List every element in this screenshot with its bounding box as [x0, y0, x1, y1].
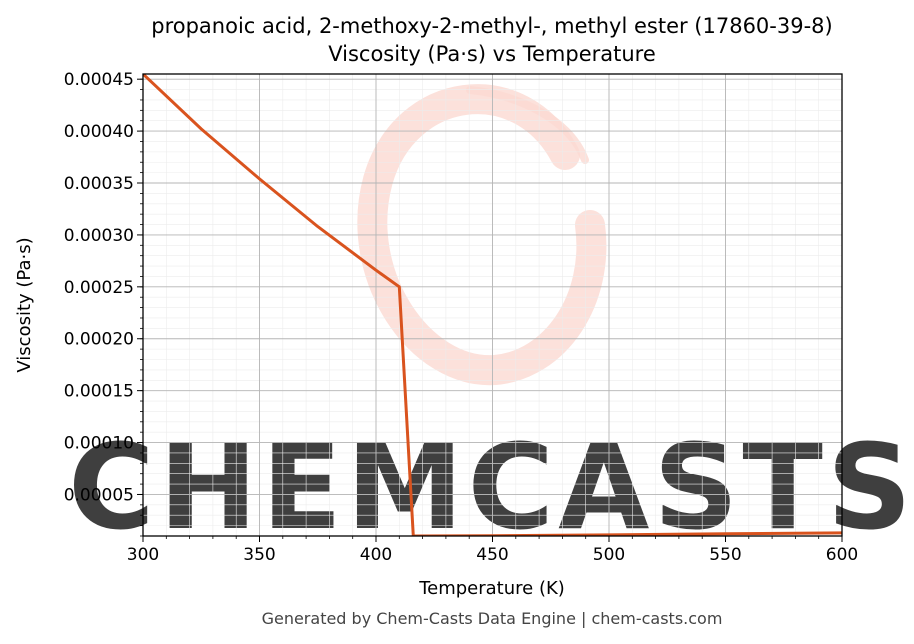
x-tick-label: 450 [476, 545, 508, 565]
watermark-swirl-stroke [466, 86, 589, 164]
x-axis-label: Temperature (K) [418, 578, 565, 599]
watermark-logo: CHEMCASTS [68, 84, 912, 556]
y-axis-ticks: 0.00005 0.00010 0.00015 0.00020 0.00025 0.000… [64, 70, 143, 537]
series-line-viscosity [143, 74, 842, 536]
y-tick-label: 0.00020 [64, 330, 134, 350]
x-tick-label: 350 [243, 545, 275, 565]
x-tick-label: 550 [709, 545, 741, 565]
x-tick-label: 500 [593, 545, 625, 565]
chart-title: propanoic acid, 2-methoxy-2-methyl-, met… [151, 14, 832, 38]
x-tick-label: 300 [127, 545, 159, 565]
y-tick-label: 0.00045 [64, 70, 134, 90]
series-layer [143, 74, 842, 536]
y-tick-label: 0.00010 [64, 434, 134, 454]
y-tick-label: 0.00040 [64, 122, 134, 142]
x-tick-label: 600 [826, 545, 858, 565]
y-tick-label: 0.00025 [64, 278, 134, 298]
y-tick-label: 0.00005 [64, 485, 134, 505]
watermark-swirl-arc [357, 84, 607, 386]
x-tick-label: 400 [360, 545, 392, 565]
chart-subtitle: Viscosity (Pa·s) vs Temperature [328, 42, 656, 66]
x-axis-ticks: 300 350 400 450 500 550 600 [127, 536, 858, 565]
footer-credit: Generated by Chem-Casts Data Engine | ch… [262, 609, 723, 628]
watermark-swirl-icon [357, 84, 607, 386]
y-tick-label: 0.00015 [64, 382, 134, 402]
y-tick-label: 0.00035 [64, 174, 134, 194]
y-tick-label: 0.00030 [64, 226, 134, 246]
y-axis-label: Viscosity (Pa·s) [14, 237, 35, 372]
